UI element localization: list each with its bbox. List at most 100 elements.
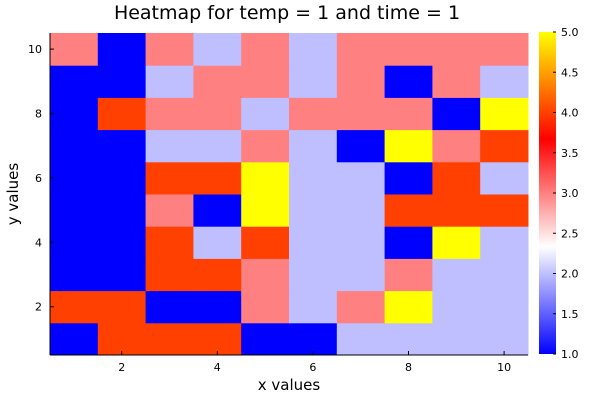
heatmap-cell [50, 290, 99, 324]
heatmap-cell [384, 97, 433, 131]
y-tick-label: 8 [35, 108, 42, 121]
heatmap-cell [384, 226, 433, 259]
heatmap-cell [384, 65, 433, 98]
heatmap-cell [97, 194, 147, 227]
heatmap-cell [241, 226, 290, 259]
heatmap-cell [193, 226, 242, 259]
heatmap-cell [145, 322, 194, 356]
x-tick-label: 4 [214, 361, 221, 374]
y-tick-label: 4 [35, 236, 42, 249]
heatmap-cell [480, 161, 529, 195]
heatmap-cell [50, 194, 99, 227]
heatmap-cell [145, 194, 194, 227]
heatmap-cell [336, 258, 386, 292]
heatmap-cell [50, 322, 99, 356]
heatmap-cell [480, 226, 529, 259]
heatmap-cell [289, 226, 338, 259]
heatmap-cell [384, 33, 433, 66]
heatmap-cell [384, 258, 433, 292]
heatmap-cell [480, 290, 529, 324]
heatmap-cell [480, 33, 529, 66]
x-tick-label: 8 [405, 361, 412, 374]
heatmap-cell [241, 65, 290, 98]
heatmap-cell [432, 97, 481, 131]
heatmap-cell [193, 194, 242, 227]
heatmap-cell [432, 226, 481, 259]
heatmap-cell [97, 161, 147, 195]
heatmap-cell [336, 33, 386, 66]
plot-axes [49, 33, 528, 356]
colorbar-tick-label: 3.0 [561, 187, 579, 200]
y-axis-label: y values [4, 163, 22, 226]
heatmap-cell [241, 161, 290, 195]
heatmap-cell [50, 226, 99, 259]
heatmap-cell [289, 65, 338, 98]
heatmap-cell [336, 129, 386, 163]
y-tick-labels: 2 4 6 8 10 [28, 43, 54, 314]
heatmap-cell [241, 290, 290, 324]
heatmap-cell [193, 33, 242, 66]
heatmap-cell [336, 65, 386, 98]
heatmap-cell [384, 161, 433, 195]
heatmap-cell [480, 65, 529, 98]
x-tick-label: 10 [497, 361, 511, 374]
heatmap-cell [336, 322, 386, 356]
heatmap-cell [336, 161, 386, 195]
colorbar-tick-label: 2.5 [561, 227, 579, 240]
heatmap-cell [145, 258, 194, 292]
heatmap-cell [50, 129, 99, 163]
heatmap-cell [50, 258, 99, 292]
heatmap-cell [97, 322, 147, 356]
colorbar-tick-labels: 1.0 1.5 2.0 2.5 3.0 3.5 4.0 4.5 5.0 [553, 26, 579, 361]
heatmap-cell [193, 65, 242, 98]
heatmap-cell [97, 258, 147, 292]
colorbar-tick-label: 1.5 [561, 308, 579, 321]
heatmap-cell [480, 97, 529, 131]
heatmap-cell [432, 65, 481, 98]
heatmap-cell [480, 129, 529, 163]
heatmap-cell [432, 322, 481, 356]
colorbar-tick-label: 1.0 [561, 348, 579, 361]
heatmap-cell [97, 97, 147, 131]
colorbar-tick-label: 5.0 [561, 26, 579, 39]
x-tick-label: 2 [118, 361, 125, 374]
colorbar-tick-label: 3.5 [561, 147, 579, 160]
heatmap-cell [50, 33, 99, 66]
heatmap-cell [241, 97, 290, 131]
heatmap-cell [432, 161, 481, 195]
x-tick-labels: 2 4 6 8 10 [118, 351, 511, 374]
colorbar-tick-label: 4.0 [561, 107, 579, 120]
heatmap-cell [145, 226, 194, 259]
heatmap-cell [336, 194, 386, 227]
colorbar-tick-label: 2.0 [561, 268, 579, 281]
heatmap-cell [336, 226, 386, 259]
heatmap-cell [193, 290, 242, 324]
heatmap-cell [289, 322, 338, 356]
heatmap-cell [193, 97, 242, 131]
heatmap-cell [289, 161, 338, 195]
heatmap-cell [384, 322, 433, 356]
heatmap-cell [289, 33, 338, 66]
heatmap-cell [480, 322, 529, 356]
heatmap-cell [432, 194, 481, 227]
heatmap-cell [336, 290, 386, 324]
y-tick-label: 10 [28, 43, 42, 56]
x-tick-label: 6 [309, 361, 316, 374]
heatmap-cell [241, 258, 290, 292]
heatmap-cell [145, 65, 194, 98]
heatmap-cell [289, 97, 338, 131]
heatmap-cell [432, 258, 481, 292]
heatmap-cell [480, 194, 529, 227]
heatmap-cell [432, 129, 481, 163]
heatmap-cell [193, 161, 242, 195]
heatmap-cell [480, 258, 529, 292]
heatmap-cell [432, 33, 481, 66]
heatmap-cell [289, 290, 338, 324]
heatmap-cell [241, 129, 290, 163]
heatmap-cell [193, 258, 242, 292]
heatmap-cell [289, 258, 338, 292]
x-axis-label: x values [258, 376, 321, 394]
heatmap-cell [241, 33, 290, 66]
heatmap-cell [289, 194, 338, 227]
